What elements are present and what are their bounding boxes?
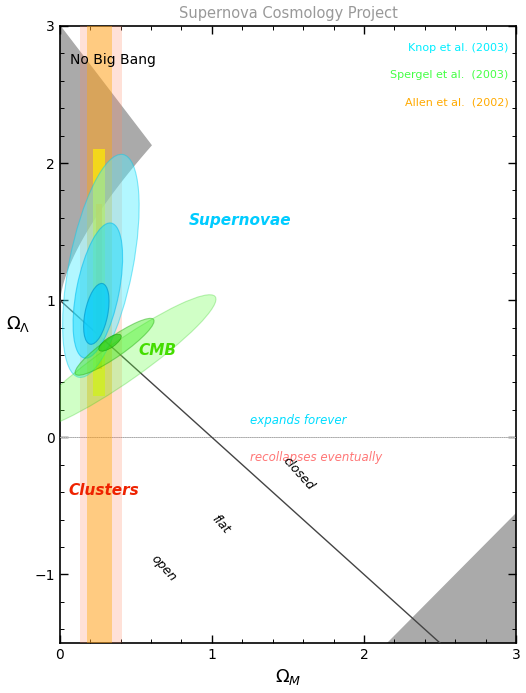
Polygon shape <box>387 513 516 643</box>
Ellipse shape <box>75 318 154 376</box>
Ellipse shape <box>63 155 139 378</box>
Y-axis label: $\Omega_\Lambda$: $\Omega_\Lambda$ <box>6 315 30 335</box>
Text: Clusters: Clusters <box>69 483 140 498</box>
Text: Supernovae: Supernovae <box>189 213 292 228</box>
Text: closed: closed <box>280 454 317 493</box>
Ellipse shape <box>28 295 216 429</box>
Text: No Big Bang: No Big Bang <box>70 53 156 67</box>
Title: Supernova Cosmology Project: Supernova Cosmology Project <box>178 6 397 21</box>
Text: recollapses eventually: recollapses eventually <box>250 450 382 464</box>
Ellipse shape <box>73 223 123 358</box>
Bar <box>79 26 122 643</box>
Text: Allen et al.  (2002): Allen et al. (2002) <box>404 98 509 107</box>
Polygon shape <box>60 26 151 296</box>
Bar <box>96 204 103 369</box>
X-axis label: $\Omega_M$: $\Omega_M$ <box>275 667 301 687</box>
Text: expands forever: expands forever <box>250 414 347 427</box>
Bar <box>93 149 105 396</box>
Text: flat: flat <box>209 513 232 536</box>
Ellipse shape <box>84 283 109 344</box>
Text: Spergel et al.  (2003): Spergel et al. (2003) <box>390 70 509 80</box>
Bar <box>87 26 112 643</box>
Text: open: open <box>148 552 178 584</box>
Text: Knop et al. (2003): Knop et al. (2003) <box>408 42 509 53</box>
Text: CMB: CMB <box>139 343 177 358</box>
Ellipse shape <box>99 334 122 351</box>
